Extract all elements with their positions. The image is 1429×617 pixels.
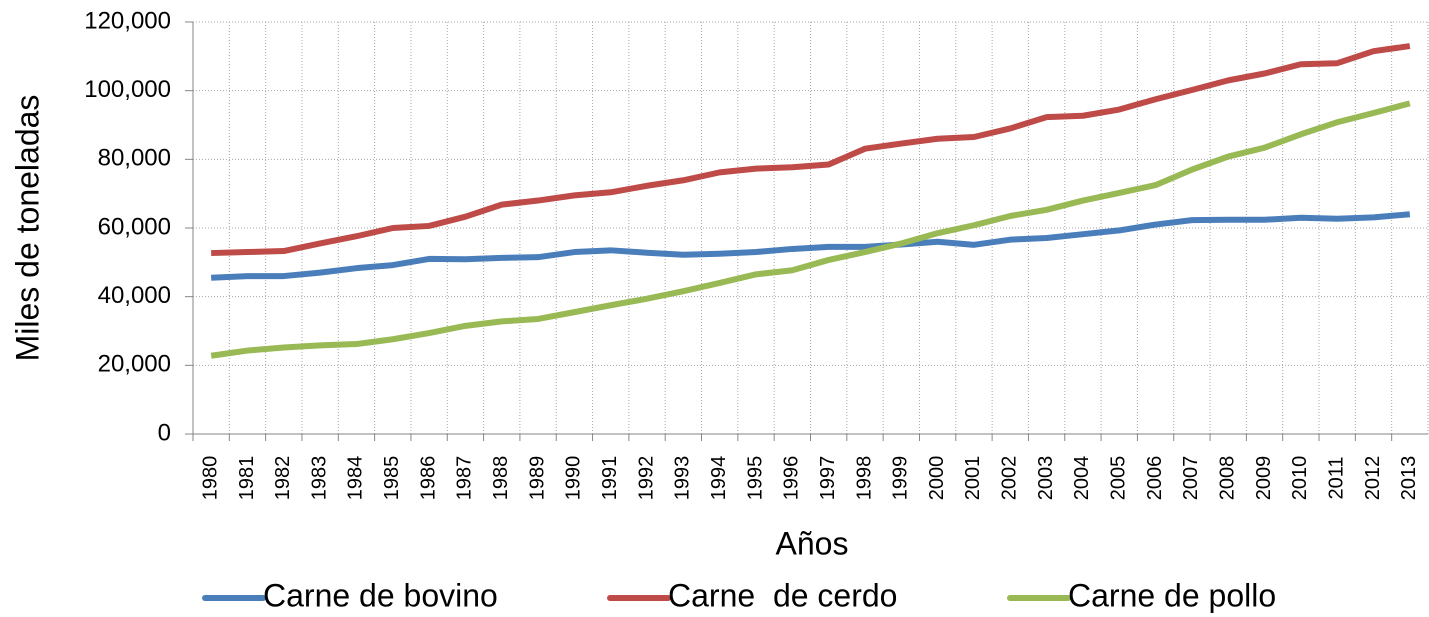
x-tick-label: 2006 (1144, 456, 1166, 501)
x-tick-label: 1998 (853, 456, 875, 501)
x-tick-label: 2010 (1289, 456, 1311, 501)
legend-label: Carne de cerdo (668, 577, 897, 613)
x-tick-label: 1987 (454, 456, 476, 501)
x-tick-label: 2001 (962, 456, 984, 501)
x-tick-label: 2009 (1253, 456, 1275, 501)
y-axis-title: Miles de toneladas (9, 95, 45, 362)
x-tick-label: 1986 (417, 456, 439, 501)
x-tick-label: 2007 (1180, 456, 1202, 501)
y-tick-label: 40,000 (98, 282, 171, 309)
y-tick-label: 20,000 (98, 351, 171, 378)
y-tick-label: 0 (158, 419, 171, 446)
x-tick-label: 2012 (1362, 456, 1384, 501)
x-tick-label: 1995 (744, 456, 766, 501)
legend-label: Carne de bovino (263, 577, 498, 613)
y-tick-label: 100,000 (84, 76, 171, 103)
x-tick-label: 2000 (926, 456, 948, 501)
x-tick-label: 1991 (599, 456, 621, 501)
x-tick-label: 1997 (817, 456, 839, 501)
x-tick-label: 1985 (381, 456, 403, 501)
x-tick-label: 2011 (1325, 456, 1347, 499)
x-tick-label: 2002 (999, 456, 1021, 501)
x-tick-label: 1984 (345, 456, 367, 501)
x-tick-label: 1992 (635, 456, 657, 501)
x-tick-label: 2004 (1071, 456, 1093, 501)
x-tick-label: 1996 (781, 456, 803, 501)
x-tick-label: 1980 (199, 456, 221, 501)
x-axis-title: Años (776, 525, 849, 561)
x-tick-label: 2013 (1398, 456, 1420, 501)
x-tick-label: 1999 (890, 456, 912, 501)
x-tick-label: 1988 (490, 456, 512, 501)
legend-label: Carne de pollo (1068, 577, 1276, 613)
x-tick-label: 1989 (526, 456, 548, 501)
series-line (210, 100, 1411, 359)
x-tick-label: 1983 (308, 456, 330, 501)
x-tick-label: 2008 (1217, 456, 1239, 501)
series-line (211, 43, 1411, 257)
y-tick-label: 60,000 (98, 213, 171, 240)
x-tick-label: 1981 (236, 456, 258, 501)
series-line (211, 211, 1411, 281)
x-tick-label: 1982 (272, 456, 294, 501)
x-tick-label: 1993 (672, 456, 694, 501)
x-tick-label: 1994 (708, 456, 730, 501)
x-tick-label: 2005 (1108, 456, 1130, 501)
y-tick-label: 80,000 (98, 145, 171, 172)
x-tick-label: 2003 (1035, 456, 1057, 501)
y-tick-label: 120,000 (84, 7, 171, 34)
x-tick-label: 1990 (563, 456, 585, 501)
